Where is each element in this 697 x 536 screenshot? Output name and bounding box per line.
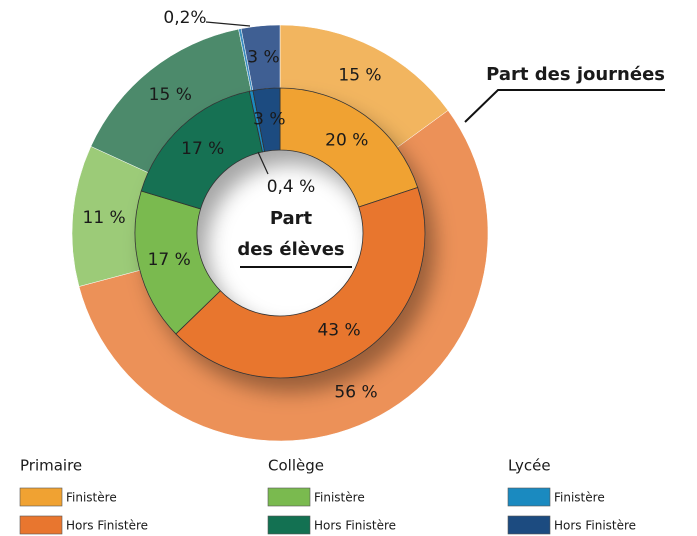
slice-label: 56 % bbox=[334, 382, 377, 402]
labels: 15 % 56 % 11 % 15 % 0,2% 3 % 20 % 43 % 17 % 17 % 0… bbox=[83, 8, 382, 402]
legend-swatch bbox=[19, 515, 63, 535]
legend-swatch bbox=[19, 487, 63, 507]
slice-label: 11 % bbox=[83, 208, 126, 228]
slice-label: 15 % bbox=[338, 66, 381, 86]
legend-label: Hors Finistère bbox=[314, 519, 396, 533]
legend-label: Finistère bbox=[314, 491, 365, 505]
legend-swatch bbox=[507, 515, 551, 535]
slice-label: 0,4 % bbox=[267, 177, 316, 197]
legend-label: Hors Finistère bbox=[66, 519, 148, 533]
slice-label: 43 % bbox=[317, 321, 360, 341]
slice bbox=[279, 87, 419, 208]
ring bbox=[71, 24, 489, 442]
legend-title: Primaire bbox=[20, 457, 82, 475]
leader-line bbox=[257, 151, 269, 175]
legend: Primaire Finistère Hors Finistère Collège Fi… bbox=[19, 457, 636, 535]
legend-swatch bbox=[267, 487, 311, 507]
slice bbox=[252, 87, 281, 152]
slice-label: 17 % bbox=[148, 250, 191, 270]
legend-title: Collège bbox=[268, 457, 324, 475]
slice-label: 3 % bbox=[247, 47, 279, 67]
legend-label: Finistère bbox=[66, 491, 117, 505]
slice-label: 0,2% bbox=[163, 8, 206, 28]
slice-label: 3 % bbox=[253, 110, 285, 130]
rings bbox=[71, 24, 489, 442]
inner-annotation: Part des élèves bbox=[237, 208, 344, 260]
slice-label: 15 % bbox=[149, 85, 192, 105]
slice bbox=[175, 186, 426, 379]
ring bbox=[134, 87, 426, 379]
outer-annotation: Part des journées bbox=[486, 64, 665, 85]
slice-label: 20 % bbox=[325, 131, 368, 151]
legend-swatch bbox=[267, 515, 311, 535]
legend-swatch bbox=[507, 487, 551, 507]
leader-line bbox=[205, 21, 251, 27]
legend-label: Finistère bbox=[554, 491, 605, 505]
legend-title: Lycée bbox=[508, 457, 551, 475]
annotation-line bbox=[464, 89, 665, 123]
slice-label: 17 % bbox=[181, 139, 224, 159]
legend-label: Hors Finistère bbox=[554, 519, 636, 533]
